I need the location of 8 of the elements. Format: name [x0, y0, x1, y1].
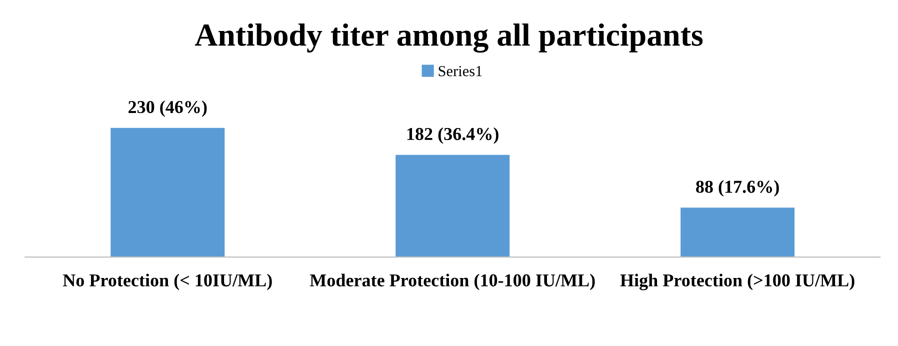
x-tick-label: High Protection (>100 IU/ML): [620, 274, 854, 290]
x-tick-label: No Protection (< 10IU/ML): [62, 274, 272, 290]
legend-label: Series1: [438, 66, 482, 76]
data-label: 230 (46%): [128, 100, 207, 117]
data-label: 182 (36.4%): [407, 127, 498, 144]
data-label: 88 (17.6%): [696, 180, 779, 197]
x-tick-label: Moderate Protection (10-100 IU/ML): [310, 274, 595, 290]
chart-title: Antibody titer among all participants: [194, 23, 703, 53]
